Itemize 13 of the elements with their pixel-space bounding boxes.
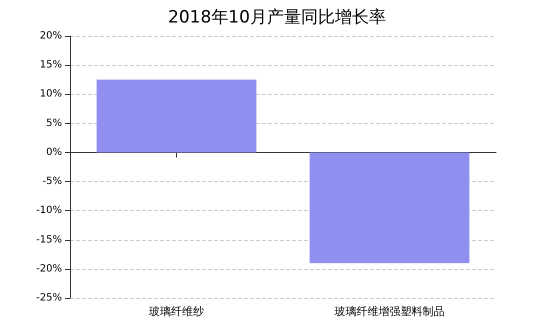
y-tick-label: 5% <box>46 118 62 129</box>
y-tick-label: 15% <box>40 60 62 71</box>
y-tick-label: -20% <box>36 263 62 274</box>
y-tick-label: -25% <box>36 292 62 304</box>
x-tick-label: 玻璃纤维纱 <box>149 305 204 318</box>
y-tick-label: -15% <box>36 234 62 246</box>
y-tick-label: 10% <box>40 88 62 100</box>
y-tick-label: -10% <box>36 205 62 216</box>
y-tick-label: -5% <box>42 176 62 188</box>
y-tick-label: 0% <box>46 146 62 158</box>
x-tick-label: 玻璃纤维增强塑料制品 <box>334 305 444 318</box>
chart-title: 2018年10月产量同比增长率 <box>168 8 386 28</box>
y-tick-label: 20% <box>40 30 62 42</box>
